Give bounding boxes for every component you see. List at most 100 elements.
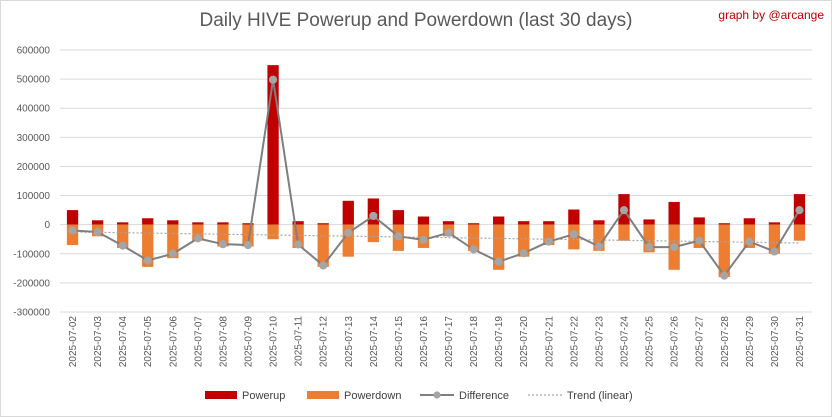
bar-powerdown: [242, 224, 254, 247]
difference-point: [519, 249, 528, 258]
difference-point: [695, 236, 704, 245]
x-tick-label: 2025-07-24: [620, 316, 631, 368]
difference-point: [218, 240, 228, 249]
legend-swatch-powerup: [205, 391, 237, 399]
gridlines: [60, 49, 812, 313]
bar-powerup: [192, 222, 204, 225]
difference-point: [795, 206, 804, 215]
bar-powerup: [518, 221, 530, 225]
bar-powerdown: [292, 224, 304, 248]
difference-point: [644, 242, 654, 252]
x-tick-label: 2025-07-05: [143, 316, 154, 368]
x-tick-label: 2025-07-08: [218, 316, 229, 368]
bar-powerdown: [718, 224, 730, 278]
bar-powerdown: [66, 224, 79, 246]
bar-powerup: [367, 198, 379, 225]
x-tick-label: 2025-07-31: [795, 316, 806, 368]
x-tick-label: 2025-07-22: [569, 316, 580, 368]
difference-point: [268, 75, 278, 84]
difference-point: [193, 234, 202, 243]
y-tick-label: -300000: [13, 308, 50, 319]
bar-powerdown: [643, 224, 655, 253]
difference-point: [168, 249, 177, 258]
legend-label-powerdown: Powerdown: [344, 390, 401, 402]
bar-powerdown: [117, 224, 129, 248]
y-tick-label: 200000: [17, 162, 51, 173]
bar-powerdown: [693, 224, 705, 248]
bar-powerup: [417, 216, 430, 225]
bar-powerdown: [743, 224, 755, 248]
credit-label: graph by @arcange: [718, 8, 824, 22]
bar-powerup: [643, 219, 655, 225]
bar-powerdown: [342, 224, 354, 257]
difference-point: [294, 240, 303, 249]
difference-point: [670, 242, 679, 252]
legend-label-trend: Trend (linear): [567, 390, 633, 402]
y-tick-label: 500000: [17, 75, 51, 86]
bar-powerdown: [367, 224, 379, 243]
x-tick-label: 2025-07-26: [670, 316, 681, 368]
bar-powerup: [66, 210, 79, 225]
x-tick-label: 2025-07-02: [68, 316, 79, 368]
y-tick-label: 100000: [17, 191, 51, 202]
x-tick-label: 2025-07-23: [594, 316, 605, 368]
difference-point: [419, 235, 428, 244]
difference-point: [619, 206, 629, 215]
legend-marker-difference: [433, 391, 441, 399]
x-tick-label: 2025-07-11: [294, 316, 305, 367]
difference-series-line: [72, 79, 801, 278]
legend: Powerup Powerdown Difference Trend (linear): [205, 390, 633, 402]
bar-powerup: [543, 221, 555, 225]
trend-line: [72, 231, 800, 244]
bar-powerup: [91, 220, 104, 225]
y-tick-label: -200000: [13, 278, 50, 289]
bar-powerdown: [793, 224, 806, 241]
bar-powerup: [568, 209, 580, 225]
bar-powerdown: [317, 224, 329, 267]
y-tick-label: 400000: [17, 104, 51, 115]
difference-point: [444, 228, 453, 237]
difference-point: [494, 257, 503, 266]
bar-powerdown: [593, 224, 605, 251]
bar-powerup: [142, 218, 154, 225]
x-tick-label: 2025-07-13: [344, 316, 355, 368]
bar-powerdown: [267, 224, 279, 240]
x-tick-label: 2025-07-27: [695, 316, 706, 368]
x-tick-label: 2025-07-04: [118, 316, 129, 368]
x-tick-label: 2025-07-15: [394, 316, 405, 368]
bar-powerup: [693, 217, 705, 225]
trend-segment: [72, 231, 800, 244]
x-tick-label: 2025-07-07: [193, 316, 204, 368]
bar-powerdown: [192, 224, 204, 241]
x-tick-label: 2025-07-29: [745, 316, 756, 368]
x-tick-label: 2025-07-19: [494, 316, 505, 368]
chart-title: Daily HIVE Powerup and Powerdown (last 3…: [199, 10, 633, 31]
bar-powerdown: [518, 224, 530, 257]
legend-label-powerup: Powerup: [242, 390, 285, 402]
difference-point: [319, 261, 328, 270]
bar-powerup: [668, 201, 680, 225]
bar-powerdown: [618, 224, 630, 241]
bar-powerup: [743, 218, 755, 225]
x-tick-label: 2025-07-18: [469, 316, 480, 368]
difference-point: [369, 211, 378, 221]
bar-powerdown: [768, 224, 781, 254]
difference-point: [469, 245, 478, 254]
bar-powerup: [267, 65, 279, 225]
difference-point: [243, 240, 253, 250]
bar-powerdown: [167, 224, 179, 259]
bar-powerup: [292, 221, 304, 225]
difference-point: [745, 237, 754, 246]
x-tick-label: 2025-07-12: [319, 316, 330, 368]
bar-powerup: [167, 220, 179, 225]
difference-point: [93, 227, 102, 237]
difference-point: [770, 247, 779, 256]
bar-powerdown: [493, 224, 505, 270]
x-tick-label: 2025-07-16: [419, 316, 430, 368]
legend-label-difference: Difference: [459, 390, 509, 402]
x-tick-label: 2025-07-17: [444, 316, 455, 368]
x-axis-ticks: 2025-07-02 2025-07-03 2025-07-04 2025-07-05…: [68, 316, 806, 368]
bar-powerup: [242, 223, 254, 225]
